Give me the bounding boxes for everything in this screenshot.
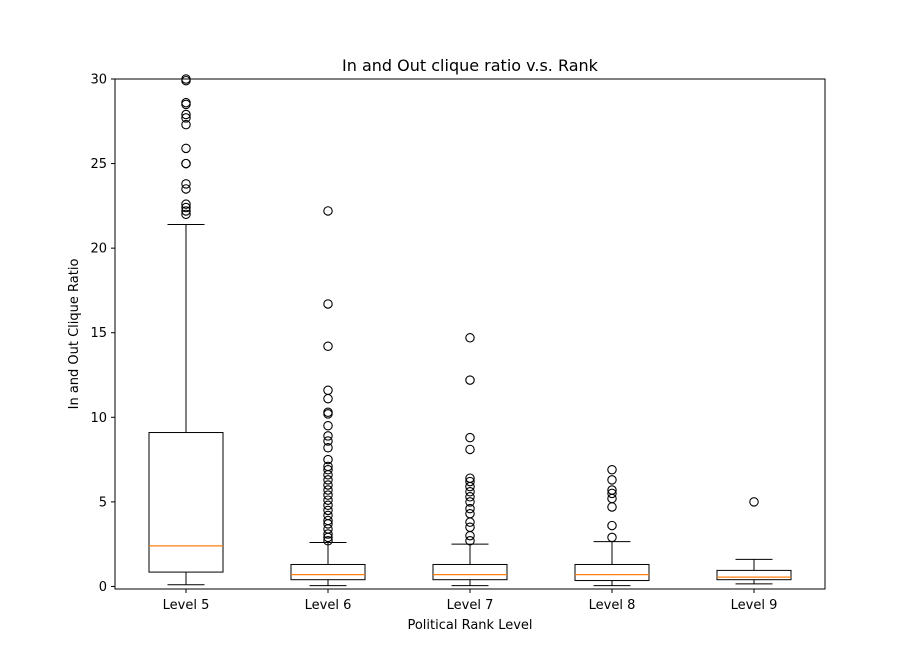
- outlier-point: [181, 179, 191, 189]
- outlier-point: [181, 206, 191, 216]
- y-tick-label: 15: [90, 326, 107, 341]
- outlier-point: [323, 510, 333, 521]
- axes-frame: [114, 78, 826, 590]
- outlier-point: [607, 532, 617, 543]
- y-tick-label: 25: [90, 157, 107, 172]
- y-tick-label: 30: [90, 73, 107, 88]
- outlier-point: [323, 206, 333, 216]
- x-tick-label: Level 8: [589, 598, 636, 613]
- outlier-point: [181, 113, 191, 123]
- outlier-point: [323, 421, 333, 431]
- outlier-point: [323, 505, 333, 516]
- outlier-point: [465, 508, 475, 519]
- outlier-point: [465, 432, 475, 443]
- y-tick-label: 10: [90, 411, 107, 426]
- outlier-point: [465, 476, 475, 487]
- outlier-point: [323, 529, 333, 539]
- box: [574, 563, 650, 582]
- y-axis-label: In and Out Clique Ratio: [67, 259, 82, 410]
- box-group: [290, 206, 366, 587]
- outlier-point: [465, 444, 475, 455]
- outlier-point: [181, 119, 191, 130]
- outlier-point: [323, 490, 333, 500]
- outlier-point: [323, 443, 333, 453]
- outlier-point: [181, 158, 191, 169]
- outlier-point: [181, 109, 191, 120]
- outlier-point: [465, 522, 475, 533]
- box: [290, 563, 366, 581]
- outlier-point: [323, 464, 333, 475]
- outlier-point: [607, 485, 617, 495]
- outlier-point: [607, 520, 617, 531]
- x-tick-label: Level 7: [447, 598, 494, 613]
- outlier-point: [749, 497, 759, 507]
- outlier-point: [323, 454, 333, 465]
- outlier-point: [465, 503, 475, 514]
- outlier-point: [181, 199, 191, 209]
- box-group: [574, 464, 650, 587]
- x-tick-label: Level 5: [163, 598, 210, 613]
- box-group: [432, 333, 508, 587]
- outlier-point: [181, 184, 191, 194]
- outlier-point: [323, 536, 333, 546]
- outlier-point: [607, 488, 617, 499]
- box: [716, 569, 792, 581]
- x-tick-label: Level 6: [305, 598, 352, 613]
- box: [148, 432, 224, 573]
- outlier-point: [465, 497, 475, 507]
- outlier-point: [323, 436, 333, 446]
- outlier-point: [323, 407, 333, 417]
- outlier-point: [181, 202, 191, 213]
- x-tick-label: Level 9: [731, 598, 778, 613]
- outlier-point: [607, 464, 617, 475]
- outlier-point: [465, 333, 475, 343]
- outlier-point: [323, 485, 333, 495]
- outlier-point: [323, 461, 333, 472]
- outlier-point: [465, 375, 475, 385]
- outlier-point: [181, 143, 191, 154]
- outlier-point: [465, 492, 475, 502]
- outlier-point: [465, 536, 475, 546]
- outlier-point: [323, 515, 333, 526]
- outlier-point: [181, 97, 191, 108]
- chart-title: In and Out clique ratio v.s. Rank: [342, 56, 599, 75]
- plot-area: 0 5 10 15 20 25 30 Level 5 Level 6 Level 7 Level 8…: [90, 73, 826, 613]
- outlier-point: [323, 495, 333, 505]
- outlier-point: [323, 341, 333, 352]
- outlier-point: [607, 475, 617, 485]
- outlier-point: [323, 299, 333, 309]
- box: [432, 563, 508, 581]
- x-axis-label: Political Rank Level: [407, 618, 532, 633]
- outlier-point: [465, 486, 475, 497]
- outlier-point: [323, 475, 333, 485]
- outlier-point: [323, 480, 333, 490]
- outlier-point: [181, 209, 191, 220]
- outlier-point: [323, 431, 333, 441]
- outlier-point: [323, 385, 333, 395]
- y-tick-label: 20: [90, 242, 107, 257]
- y-tick-label: 5: [99, 495, 107, 510]
- y-tick-label: 0: [99, 580, 107, 595]
- outlier-point: [465, 473, 475, 483]
- box-group: [716, 497, 792, 585]
- box-group: [148, 74, 224, 586]
- outlier-point: [323, 500, 333, 511]
